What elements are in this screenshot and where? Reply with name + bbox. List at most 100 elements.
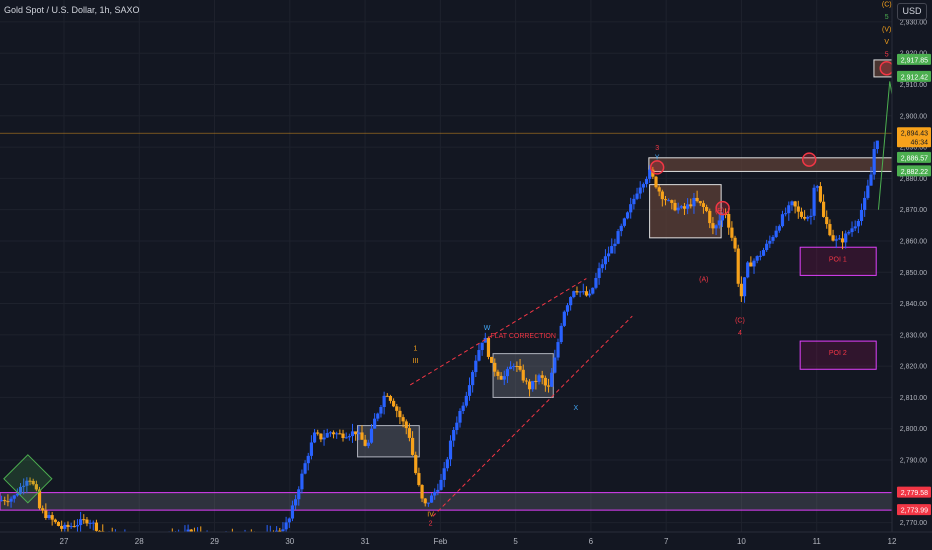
y-tick-label: 2,890.00 bbox=[900, 145, 927, 152]
candle-body bbox=[654, 176, 658, 188]
candle-body bbox=[31, 480, 35, 485]
candle-body bbox=[452, 429, 456, 441]
wave-label: POI 1 bbox=[829, 256, 847, 263]
candle-body bbox=[512, 365, 516, 367]
candle-body bbox=[749, 262, 753, 267]
candle-body bbox=[644, 178, 649, 185]
candle-body bbox=[300, 473, 304, 490]
candle-body bbox=[670, 200, 674, 203]
y-tick-label: 2,810.00 bbox=[900, 395, 927, 402]
candle-body bbox=[818, 186, 823, 202]
candle-body bbox=[610, 246, 614, 254]
candle-body bbox=[676, 207, 680, 211]
candle-body bbox=[9, 498, 13, 502]
wave-label: V bbox=[884, 39, 889, 46]
candle-body bbox=[50, 515, 54, 520]
candle-body bbox=[85, 519, 89, 524]
candle-body bbox=[809, 215, 813, 217]
wave-label: 5 bbox=[885, 51, 889, 58]
wave-label: (C) bbox=[882, 1, 892, 8]
candle-body bbox=[316, 432, 320, 434]
candle-body bbox=[395, 406, 399, 411]
candle-body bbox=[708, 210, 712, 224]
zone-brown bbox=[648, 157, 893, 172]
candle-body bbox=[569, 297, 573, 306]
price-label: 2,779.58 bbox=[901, 490, 928, 497]
candle-body bbox=[704, 206, 709, 211]
candle-body bbox=[44, 510, 48, 518]
candle-body bbox=[806, 216, 810, 219]
candle-body bbox=[407, 428, 412, 438]
currency-selector[interactable]: USD bbox=[897, 3, 927, 20]
candle-body bbox=[290, 505, 295, 519]
wave-label: 5 bbox=[885, 14, 889, 21]
price-label-box bbox=[897, 53, 931, 65]
pattern-diamond bbox=[3, 454, 53, 504]
candle-body bbox=[477, 350, 481, 361]
candle-body bbox=[312, 432, 317, 443]
candle-body bbox=[69, 526, 73, 528]
candle-body bbox=[322, 437, 326, 440]
candle-body bbox=[392, 400, 396, 407]
candle-body bbox=[774, 230, 778, 237]
candle-body bbox=[799, 211, 804, 217]
candle-body bbox=[679, 206, 683, 208]
candle-body bbox=[347, 436, 351, 438]
candle-body bbox=[360, 432, 364, 440]
candle-body bbox=[682, 206, 687, 209]
x-tick-label: 31 bbox=[361, 537, 370, 546]
candle-body bbox=[75, 525, 80, 527]
candle-body bbox=[859, 209, 864, 221]
candle-body bbox=[850, 228, 854, 233]
candle-body bbox=[736, 248, 740, 284]
candle-body bbox=[464, 395, 468, 406]
candle-body bbox=[686, 204, 690, 209]
candle-body bbox=[546, 385, 551, 387]
candle-body bbox=[186, 529, 190, 533]
candle-body bbox=[18, 486, 23, 494]
candle-body bbox=[742, 277, 747, 297]
candle-body bbox=[714, 225, 718, 229]
candle-body bbox=[780, 214, 785, 227]
candle-body bbox=[414, 454, 418, 474]
candle-body bbox=[847, 232, 851, 234]
candle-body bbox=[698, 201, 702, 204]
candle-body bbox=[761, 250, 766, 256]
candle-body bbox=[47, 515, 51, 518]
candle-body bbox=[629, 204, 633, 213]
candle-body bbox=[755, 256, 759, 261]
candle-body bbox=[771, 236, 775, 241]
candle-body bbox=[37, 489, 42, 509]
candle-body bbox=[373, 418, 377, 429]
candle-body bbox=[82, 519, 86, 521]
candle-body bbox=[812, 187, 816, 216]
candle-body bbox=[540, 375, 544, 378]
time-axis bbox=[0, 532, 932, 550]
candle-body bbox=[572, 291, 576, 298]
candle-body bbox=[591, 287, 595, 294]
wave-label: (A) bbox=[699, 277, 708, 284]
candle-body bbox=[496, 371, 500, 376]
price-label: 2,912.42 bbox=[901, 74, 928, 81]
candle-body bbox=[376, 413, 380, 419]
candle-body bbox=[22, 485, 26, 487]
candle-body bbox=[784, 213, 788, 215]
price-label: 2,882.22 bbox=[901, 169, 928, 176]
y-tick-label: 2,850.00 bbox=[900, 270, 927, 277]
candle-body bbox=[297, 489, 301, 500]
candle-body bbox=[97, 530, 102, 532]
y-tick-label: 2,860.00 bbox=[900, 238, 927, 245]
candle-body bbox=[420, 485, 424, 499]
x-tick-label: 6 bbox=[589, 537, 594, 546]
x-tick-label: 10 bbox=[737, 537, 746, 546]
candle-body bbox=[382, 395, 386, 407]
candle-body bbox=[79, 519, 83, 526]
candle-body bbox=[455, 422, 459, 430]
candle-body bbox=[287, 518, 291, 523]
candle-body bbox=[12, 495, 16, 499]
x-tick-label: 30 bbox=[285, 537, 294, 546]
candle-body bbox=[565, 305, 570, 312]
candle-body bbox=[328, 432, 332, 434]
candle-body bbox=[499, 375, 503, 380]
